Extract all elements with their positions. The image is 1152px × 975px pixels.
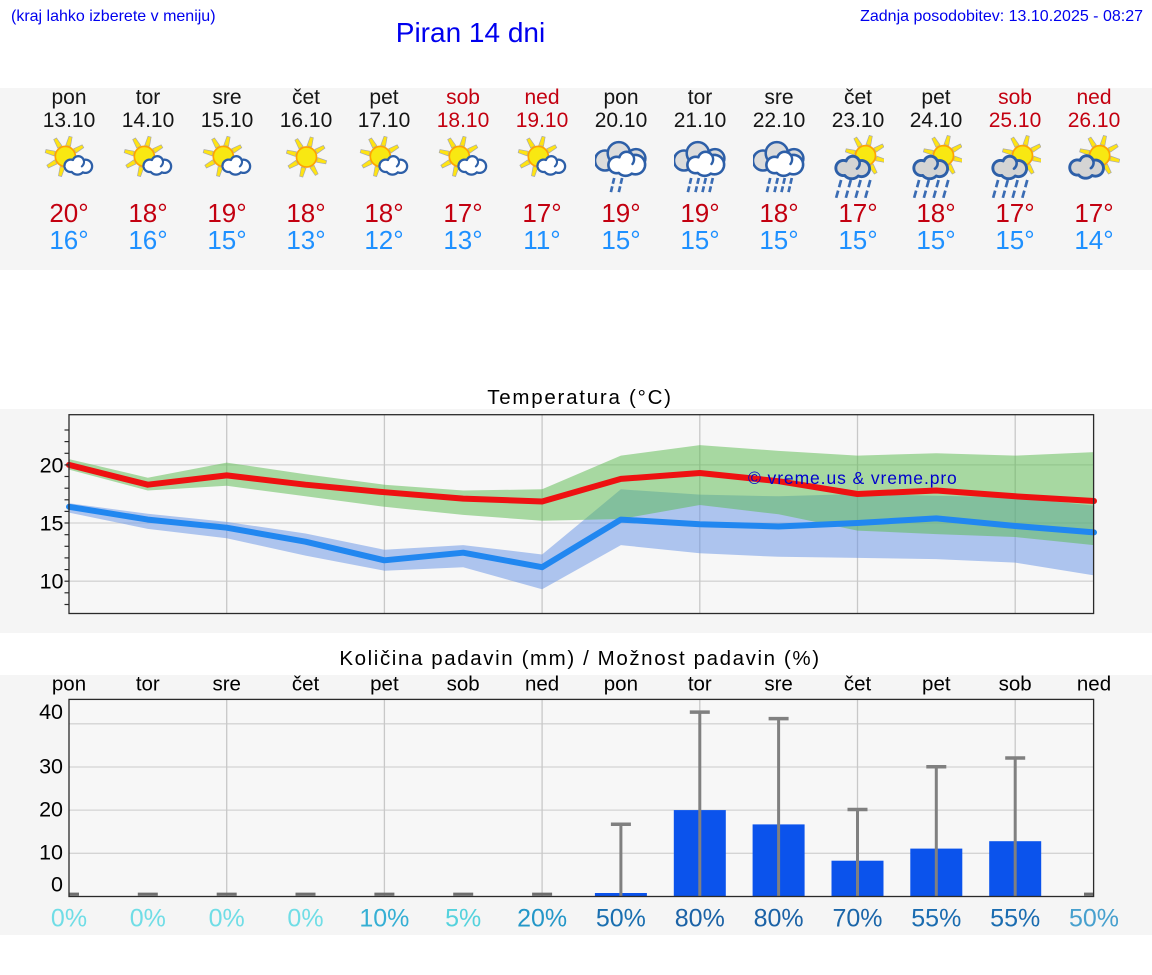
svg-text:ned: ned (1077, 675, 1111, 696)
svg-text:10: 10 (39, 841, 63, 865)
svg-text:55%: 55% (911, 905, 961, 933)
svg-text:10%: 10% (359, 905, 409, 933)
svg-text:15: 15 (40, 512, 64, 536)
svg-text:20: 20 (40, 453, 64, 477)
svg-text:50%: 50% (1069, 905, 1119, 933)
svg-text:pet: pet (370, 675, 399, 696)
svg-text:80%: 80% (675, 905, 725, 933)
svg-text:ned: ned (525, 675, 559, 696)
svg-text:tor: tor (688, 675, 712, 696)
svg-text:tor: tor (136, 675, 160, 696)
svg-text:0%: 0% (130, 905, 166, 933)
svg-text:70%: 70% (832, 905, 882, 933)
svg-text:0%: 0% (209, 905, 245, 933)
svg-text:10: 10 (40, 570, 64, 594)
svg-text:sob: sob (447, 675, 480, 696)
svg-text:30: 30 (39, 755, 63, 779)
svg-text:55%: 55% (990, 905, 1040, 933)
svg-text:sob: sob (999, 675, 1032, 696)
svg-text:50%: 50% (596, 905, 646, 933)
svg-text:20: 20 (39, 798, 63, 822)
svg-text:sre: sre (764, 675, 792, 696)
svg-text:sre: sre (212, 675, 240, 696)
svg-text:pon: pon (604, 675, 638, 696)
svg-text:čet: čet (844, 675, 872, 696)
svg-text:0%: 0% (287, 905, 323, 933)
svg-text:5%: 5% (445, 905, 481, 933)
svg-text:0: 0 (51, 873, 63, 897)
svg-text:40: 40 (39, 700, 63, 724)
svg-text:80%: 80% (754, 905, 804, 933)
svg-text:0%: 0% (51, 905, 87, 933)
svg-text:pon: pon (52, 675, 86, 696)
svg-text:pet: pet (922, 675, 951, 696)
svg-text:© vreme.us & vreme.pro: © vreme.us & vreme.pro (748, 468, 958, 488)
svg-text:čet: čet (292, 675, 320, 696)
svg-text:20%: 20% (517, 905, 567, 933)
